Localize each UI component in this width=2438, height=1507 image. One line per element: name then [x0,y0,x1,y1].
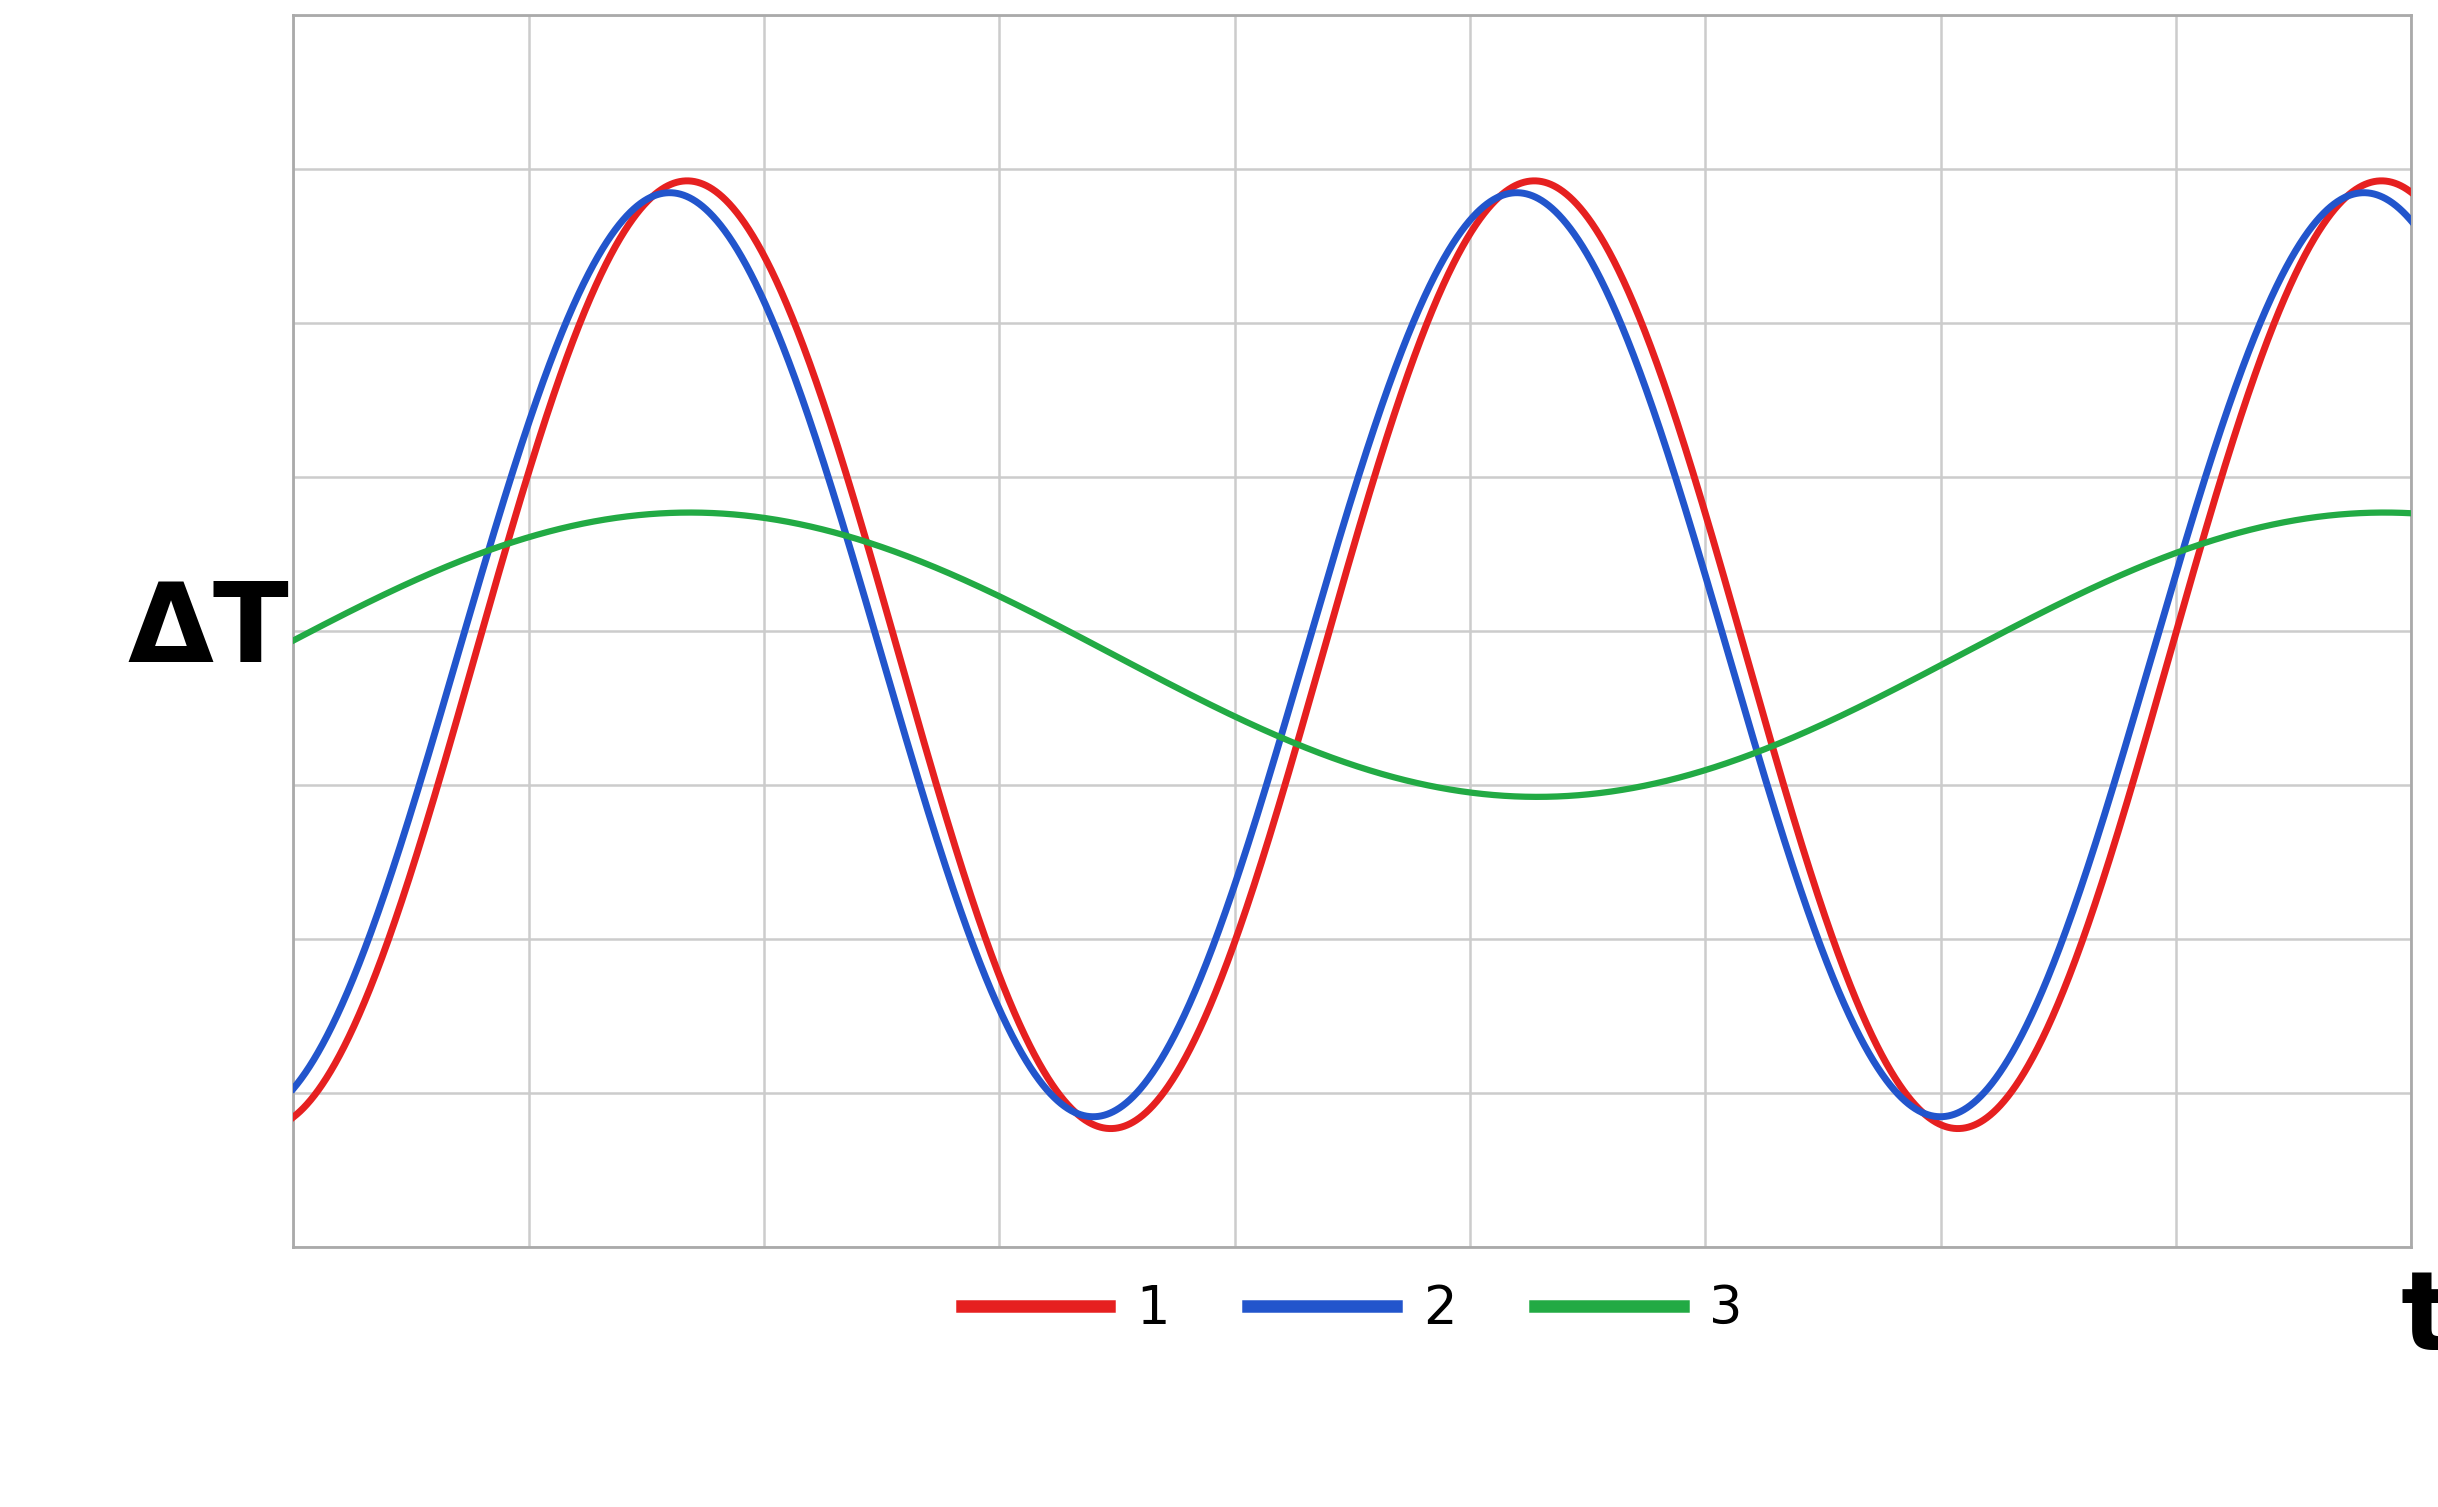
2 [1551,212,1580,231]
3 [2021,607,2050,625]
2 [2397,212,2426,231]
2 [2021,998,2050,1016]
3 [1658,770,1687,788]
3 [1860,690,1889,708]
Legend: 1, 2, 3: 1, 2, 3 [941,1261,1765,1356]
3 [2397,505,2426,523]
1 [1943,1120,1972,1138]
1 [1548,184,1577,202]
3 [1551,787,1580,805]
X-axis label: t: t [2401,1266,2438,1373]
1 [1519,172,1548,190]
3 [675,503,705,521]
2 [1078,1108,1107,1126]
Line: 3: 3 [293,512,2411,797]
Line: 2: 2 [293,193,2411,1117]
3 [663,503,692,521]
Y-axis label: ΔT: ΔT [127,577,290,684]
1 [2021,1043,2050,1061]
2 [1090,1106,1119,1124]
1 [1087,1118,1117,1136]
1 [2397,184,2426,202]
1 [1655,395,1685,413]
2 [1658,457,1687,475]
2 [278,1079,307,1097]
Line: 1: 1 [293,181,2411,1129]
3 [1524,788,1553,806]
1 [663,173,692,191]
1 [1860,1031,1889,1049]
3 [1087,640,1117,659]
2 [1860,1053,1889,1071]
2 [656,184,685,202]
1 [278,1108,307,1126]
2 [663,185,692,203]
3 [278,631,307,650]
